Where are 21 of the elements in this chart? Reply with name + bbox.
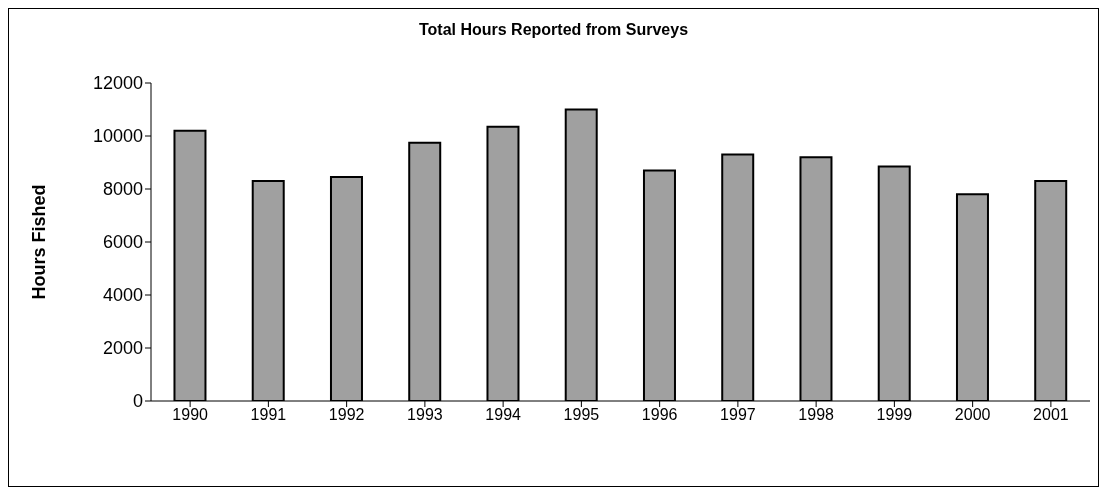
chart-title: Total Hours Reported from Surveys xyxy=(417,21,690,39)
x-tick-label: 1996 xyxy=(641,406,678,424)
y-tick-label: 12000 xyxy=(92,73,143,94)
x-tick-label: 1994 xyxy=(485,406,522,424)
x-tick-label: 1998 xyxy=(798,406,835,424)
y-tick-label: 0 xyxy=(132,391,143,412)
x-tick-label: 1999 xyxy=(876,406,913,424)
y-axis-title: Hours Fished xyxy=(29,184,50,300)
x-tick-label: 1991 xyxy=(250,406,287,424)
y-tick-label: 2000 xyxy=(102,338,143,359)
y-tick-label: 10000 xyxy=(92,126,143,147)
x-tick-label: 1995 xyxy=(563,406,600,424)
x-tick-label: 1993 xyxy=(407,406,443,424)
x-tick-label: 2000 xyxy=(954,406,991,424)
x-tick-label: 1992 xyxy=(328,406,365,424)
y-tick-label: 4000 xyxy=(102,285,143,306)
x-tick-label: 1997 xyxy=(720,406,756,424)
y-tick-label: 6000 xyxy=(102,232,143,253)
y-tick-label: 8000 xyxy=(102,179,143,200)
x-tick-label: 1990 xyxy=(172,406,209,424)
x-tick-label: 2001 xyxy=(1033,406,1069,424)
